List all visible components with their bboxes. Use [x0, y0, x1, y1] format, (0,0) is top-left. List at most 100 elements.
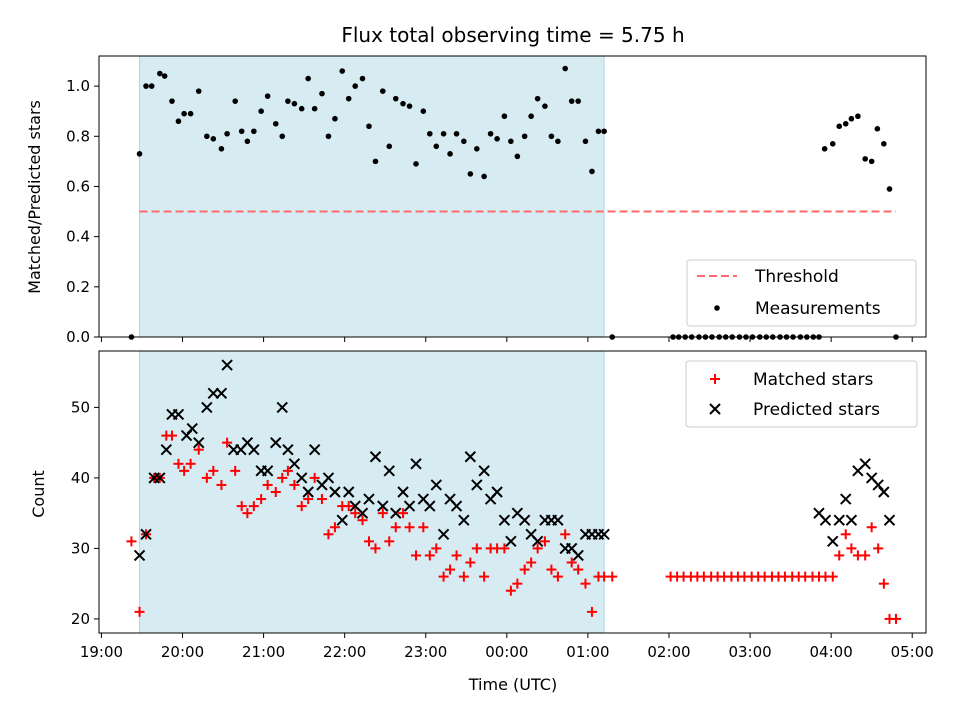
predicted-star-point	[276, 401, 288, 414]
predicted-star-point-b	[160, 443, 173, 456]
predicted-star-point	[207, 387, 220, 400]
predicted-star-point-b	[859, 458, 871, 470]
measurement-point	[514, 153, 521, 160]
predicted-star-point-b	[207, 387, 220, 400]
predicted-star-point-b	[270, 436, 282, 449]
matched-star-point	[445, 564, 456, 575]
measurement-point	[224, 130, 230, 137]
legend-matched-swatch	[710, 374, 720, 384]
predicted-star-point-b	[827, 535, 839, 548]
measurement-point	[345, 95, 352, 102]
predicted-star-point-b	[878, 486, 890, 498]
predicted-star-point-b	[282, 443, 294, 456]
measurement-point	[874, 125, 881, 132]
matched-star-point	[532, 543, 543, 554]
predicted-star-point-b	[498, 514, 511, 526]
measurement-point	[161, 73, 168, 79]
predicted-star-point	[308, 443, 321, 456]
predicted-star-point	[531, 535, 544, 548]
measurement-point	[305, 75, 311, 82]
measurement-point	[568, 98, 575, 104]
predicted-star-point	[363, 493, 375, 505]
measurement-point	[589, 168, 595, 175]
matched-star-point	[329, 522, 340, 533]
predicted-star-point-b	[872, 479, 884, 491]
matched-star-point	[873, 543, 884, 554]
measurement-point	[311, 105, 318, 112]
predicted-star-point	[172, 408, 185, 421]
predicted-star-point	[261, 465, 274, 477]
measurement-point	[534, 95, 541, 102]
predicted-star-point-b	[133, 549, 146, 562]
predicted-star-point-b	[565, 542, 578, 555]
measurement-point	[868, 158, 875, 165]
predicted-star-point	[383, 465, 395, 477]
predicted-star-point	[424, 500, 436, 512]
predicted-star-point	[343, 486, 355, 498]
matched-star-point	[479, 571, 490, 582]
measurement-point	[855, 113, 861, 120]
measurement-point	[279, 133, 286, 140]
predicted-star-point	[140, 528, 152, 541]
matched-star-point	[834, 550, 845, 561]
matched-star-point	[505, 585, 516, 596]
predicted-star-point-b	[531, 535, 544, 548]
matched-star-point	[289, 479, 300, 490]
bottom-y-tick-label: 50	[71, 398, 90, 416]
predicted-star-point	[840, 493, 852, 505]
predicted-star-point-b	[450, 500, 463, 512]
legend-measurement-label: Measurements	[755, 299, 881, 319]
predicted-star-point-b	[276, 401, 288, 414]
predicted-star-point	[859, 458, 871, 470]
measurement-point	[232, 98, 239, 104]
matched-star-point	[398, 508, 409, 519]
measurement-point	[175, 118, 182, 125]
predicted-star-point-b	[356, 507, 369, 519]
predicted-star-point	[282, 443, 294, 456]
matched-star-point	[173, 458, 184, 469]
measurement-point	[195, 88, 202, 94]
measurement-point	[836, 123, 843, 130]
measurement-point	[842, 120, 849, 127]
predicted-star-point-b	[329, 486, 341, 498]
predicted-star-point	[572, 549, 584, 562]
bottom-y-tick-label: 20	[71, 610, 90, 628]
matched-star-point	[377, 508, 388, 519]
bottom-y-tick-label: 30	[71, 539, 90, 557]
predicted-star-point	[878, 486, 890, 498]
bottom-x-tick-label: 22:00	[323, 643, 366, 661]
legend-matched-label: Matched stars	[753, 370, 873, 390]
measurement-point	[157, 70, 163, 77]
measurement-point	[400, 100, 406, 107]
predicted-star-point	[464, 451, 477, 463]
plot-layer: 0.0 0.2 0.4 0.6 0.8 1.0 Threshold Measurements 2…	[66, 55, 934, 661]
matched-star-point	[546, 564, 557, 575]
matched-star-point	[519, 564, 530, 575]
predicted-star-point	[437, 528, 450, 541]
predicted-star-point-b	[397, 486, 409, 498]
predicted-star-point-b	[221, 359, 233, 371]
measurement-point	[467, 171, 474, 177]
legend-threshold-label: Threshold	[754, 267, 839, 287]
bottom-x-tick-label: 00:00	[485, 643, 528, 661]
predicted-star-point-b	[154, 472, 166, 484]
predicted-star-point	[160, 443, 173, 456]
predicted-star-point-b	[833, 514, 845, 526]
predicted-star-point	[302, 486, 314, 498]
measurement-point	[848, 115, 855, 122]
matched-star-point	[357, 515, 368, 526]
matched-star-point	[343, 501, 354, 512]
matched-star-point	[458, 571, 469, 582]
matched-star-point	[560, 529, 571, 540]
measurement-point	[319, 90, 325, 97]
predicted-star-point	[356, 507, 369, 519]
legend-predicted-label: Predicted stars	[753, 400, 880, 420]
top-legend-box	[686, 259, 917, 327]
measurement-point	[548, 133, 555, 140]
predicted-star-point-b	[471, 479, 483, 491]
matched-star-point	[411, 550, 422, 561]
predicted-star-point-b	[478, 465, 490, 477]
measurement-point	[582, 138, 589, 145]
measurement-point	[210, 135, 217, 142]
measurement-point	[595, 128, 602, 135]
